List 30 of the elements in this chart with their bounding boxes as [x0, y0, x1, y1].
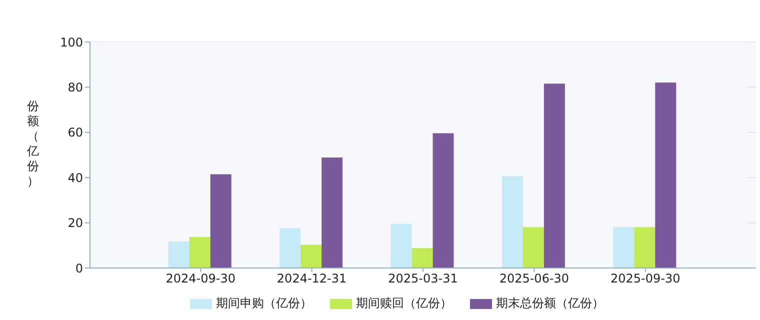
y-tick-label: 0	[75, 261, 83, 276]
y-axis-title: 份额（亿份）	[26, 99, 39, 188]
bar	[322, 157, 343, 268]
y-tick-label: 80	[68, 80, 83, 94]
y-tick-label: 60	[68, 126, 83, 140]
bar	[189, 237, 210, 268]
bar	[432, 133, 454, 268]
bar	[412, 248, 433, 268]
x-tick-label: 2025-06-30	[499, 272, 570, 286]
x-tick-label: 2025-03-31	[388, 272, 458, 286]
bar	[300, 244, 322, 268]
legend-label: 期末总份额（亿份）	[496, 295, 604, 312]
bar	[655, 82, 676, 268]
x-tick-label: 2025-09-30	[610, 272, 680, 286]
bar	[168, 242, 190, 268]
y-tick-label: 40	[68, 170, 83, 185]
x-tick-label: 2024-09-30	[166, 272, 236, 286]
bar	[522, 227, 544, 268]
bar	[280, 228, 301, 268]
bar	[544, 84, 565, 268]
bar	[390, 224, 412, 268]
y-tick-label: 20	[68, 216, 83, 230]
bar	[613, 227, 634, 268]
x-tick-label: 2024-12-31	[276, 272, 347, 286]
bar	[502, 176, 523, 268]
legend-label: 期间赎回（亿份）	[356, 295, 452, 312]
legend-label: 期间申购（亿份）	[216, 295, 312, 312]
bar	[210, 174, 232, 268]
bar	[634, 227, 656, 268]
y-tick-label: 100	[60, 35, 83, 50]
